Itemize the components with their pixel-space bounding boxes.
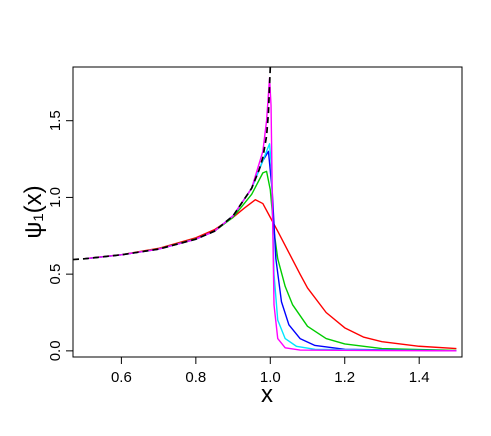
x-tick-label: 0.6 bbox=[111, 369, 132, 386]
y-axis: 0.0 0.5 1.0 1.5 bbox=[47, 110, 73, 361]
x-tick-label: 0.8 bbox=[185, 369, 206, 386]
x-tick-label: 1.2 bbox=[334, 369, 355, 386]
x-axis-title: x bbox=[261, 381, 273, 408]
series-line-2 bbox=[84, 170, 457, 352]
x-tick-label: 1.4 bbox=[409, 369, 430, 386]
y-tick-label: 1.0 bbox=[47, 187, 64, 208]
series-line-5 bbox=[84, 77, 457, 352]
series-layer bbox=[72, 66, 457, 352]
x-tick-label: 1.0 bbox=[260, 369, 281, 386]
series-line-dashed bbox=[72, 66, 272, 261]
plot-frame bbox=[72, 66, 463, 358]
series-line-1 bbox=[84, 199, 457, 350]
x-axis: 0.6 0.8 1.0 1.2 1.4 bbox=[111, 357, 430, 386]
y-tick-label: 1.5 bbox=[47, 110, 64, 131]
y-axis-title: ψ₁(x) bbox=[20, 185, 47, 238]
y-tick-label: 0.5 bbox=[47, 264, 64, 285]
y-tick-label: 0.0 bbox=[47, 340, 64, 361]
